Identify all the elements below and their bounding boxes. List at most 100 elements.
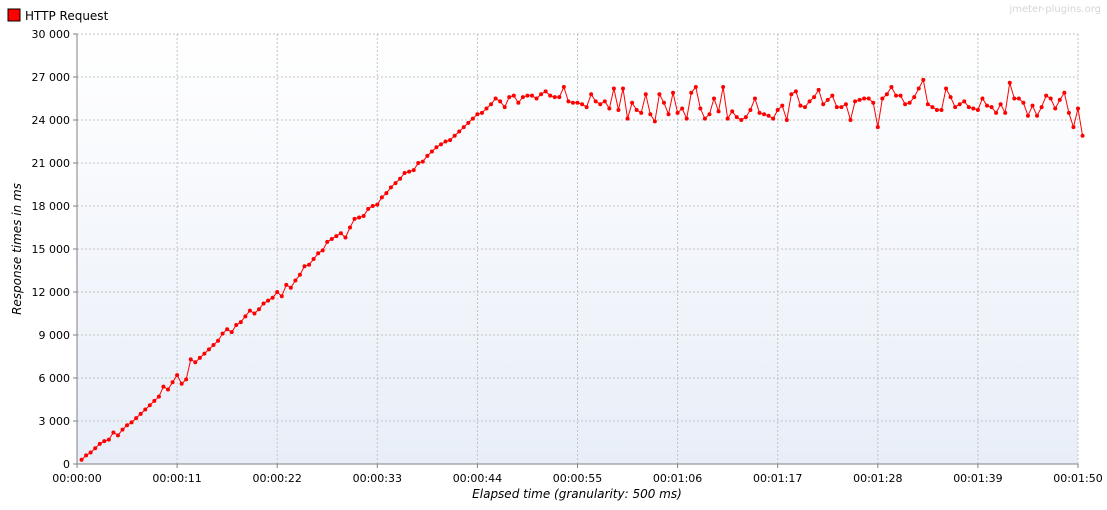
- data-point: [721, 85, 726, 90]
- data-point: [297, 272, 302, 277]
- data-point: [939, 107, 944, 112]
- data-point: [161, 384, 166, 389]
- data-point: [812, 95, 817, 100]
- data-point: [266, 298, 271, 303]
- x-tick-label: 00:00:00: [52, 472, 101, 485]
- y-tick-label: 21 000: [32, 157, 71, 170]
- data-point: [989, 105, 994, 110]
- data-point: [388, 185, 393, 190]
- data-point: [93, 446, 98, 451]
- data-point: [834, 105, 839, 110]
- y-tick-label: 27 000: [32, 71, 71, 84]
- data-point: [106, 437, 111, 442]
- data-point: [479, 110, 484, 115]
- data-point: [425, 153, 430, 158]
- data-point: [716, 109, 721, 114]
- data-point: [493, 96, 498, 101]
- legend: HTTP Request: [7, 8, 109, 23]
- data-point: [134, 416, 139, 421]
- y-tick-label: 18 000: [32, 200, 71, 213]
- data-point: [511, 93, 516, 98]
- data-point: [689, 90, 694, 95]
- data-point: [434, 145, 439, 150]
- data-point: [630, 100, 635, 105]
- data-point: [102, 439, 107, 444]
- data-point: [916, 86, 921, 91]
- data-point: [293, 278, 298, 283]
- data-point: [206, 347, 211, 352]
- data-point: [648, 112, 653, 117]
- data-point: [839, 105, 844, 110]
- data-point: [184, 377, 189, 382]
- data-point: [416, 161, 421, 165]
- x-axis-title: Elapsed time (granularity: 500 ms): [472, 487, 682, 501]
- data-point: [789, 92, 794, 97]
- data-point: [798, 103, 803, 108]
- data-point: [197, 355, 202, 360]
- data-point: [548, 93, 553, 98]
- data-point: [175, 373, 180, 378]
- data-point: [921, 77, 926, 82]
- data-point: [152, 398, 157, 403]
- data-point: [1003, 110, 1008, 115]
- data-point: [853, 99, 858, 104]
- data-point: [702, 116, 707, 121]
- data-point: [1076, 106, 1080, 111]
- data-point: [1071, 125, 1076, 130]
- y-axis-ticks: 0 3 000 6 000 9 000 12 000 15 000 18 000 21 000…: [32, 28, 77, 471]
- data-point: [270, 295, 275, 300]
- data-point: [79, 457, 84, 462]
- data-point: [125, 423, 130, 428]
- data-point: [575, 100, 580, 105]
- y-tick-label: 30 000: [32, 28, 71, 41]
- data-point: [443, 139, 448, 144]
- data-point: [875, 125, 880, 130]
- data-point: [730, 109, 735, 114]
- data-point: [953, 105, 958, 110]
- x-tick-label: 00:00:44: [453, 472, 502, 485]
- data-point: [466, 120, 471, 125]
- data-point: [830, 93, 835, 98]
- data-point: [1030, 103, 1035, 108]
- data-point: [402, 171, 407, 176]
- data-point: [470, 116, 475, 121]
- data-point: [652, 119, 657, 124]
- y-tick-label: 15 000: [32, 243, 71, 256]
- data-point: [439, 142, 443, 147]
- data-point: [97, 441, 102, 446]
- data-point: [316, 251, 321, 256]
- data-point: [357, 215, 362, 220]
- watermark: jmeter-plugins.org: [1008, 4, 1101, 15]
- data-point: [971, 106, 976, 111]
- data-point: [816, 87, 821, 92]
- data-point: [348, 225, 352, 230]
- data-point: [985, 103, 989, 108]
- data-point: [743, 115, 748, 120]
- data-point: [279, 294, 284, 299]
- y-axis-title: Response times in ms: [10, 183, 24, 315]
- data-point: [156, 394, 161, 399]
- data-point: [580, 102, 585, 107]
- x-tick-label: 00:00:55: [553, 472, 602, 485]
- data-point: [398, 176, 403, 181]
- data-point: [675, 110, 680, 115]
- data-point: [411, 168, 416, 173]
- data-point: [944, 86, 949, 91]
- data-point: [320, 248, 325, 253]
- y-tick-label: 6 000: [39, 372, 71, 385]
- data-point: [780, 103, 785, 108]
- data-point: [566, 99, 571, 104]
- legend-label: HTTP Request: [25, 9, 109, 23]
- data-point: [366, 206, 371, 211]
- x-tick-label: 00:00:22: [252, 472, 301, 485]
- x-tick-label: 00:00:33: [353, 472, 402, 485]
- data-point: [793, 89, 798, 94]
- data-point: [616, 107, 621, 112]
- data-point: [375, 202, 380, 207]
- data-point: [475, 112, 480, 117]
- data-point: [147, 403, 152, 408]
- data-point: [302, 264, 307, 269]
- data-point: [866, 96, 871, 101]
- data-point: [520, 95, 525, 100]
